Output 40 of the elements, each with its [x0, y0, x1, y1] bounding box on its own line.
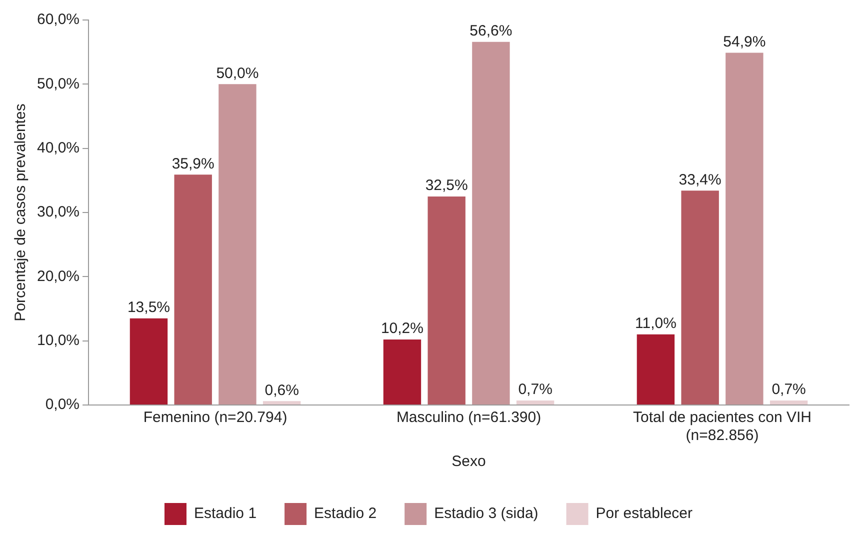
y-tick-label: 30,0% — [36, 204, 80, 221]
data-label: 11,0% — [635, 315, 676, 332]
data-label: 32,5% — [425, 177, 468, 194]
y-tick-label: 50,0% — [36, 75, 80, 92]
bar — [636, 334, 675, 404]
data-label: 33,4% — [678, 171, 722, 188]
bar — [130, 318, 168, 404]
bar — [681, 190, 719, 404]
bar — [174, 174, 212, 404]
bar — [262, 401, 301, 404]
data-label: 13,5% — [127, 299, 170, 316]
legend-label: Por establecer — [596, 505, 693, 522]
data-label: 0,7% — [518, 381, 552, 398]
data-label: 35,9% — [172, 155, 214, 172]
data-label: 0,7% — [772, 381, 806, 398]
legend-label: Estadio 3 (sida) — [434, 505, 538, 522]
y-axis-title: Porcentaje de casos prevalentes — [12, 104, 30, 322]
x-tick-label: Total de pacientes con VIH (n=82.856) — [633, 409, 812, 444]
bar — [726, 52, 764, 404]
data-label: 56,6% — [470, 22, 512, 40]
bar — [516, 400, 554, 404]
y-tick-label: 20,0% — [36, 268, 80, 285]
bar — [472, 42, 510, 404]
y-tick-label: 0,0% — [45, 396, 80, 414]
data-label: 54,9% — [723, 33, 766, 50]
y-tick-label: 60,0% — [36, 11, 80, 28]
x-axis-title: Sexo — [452, 453, 486, 470]
legend-label: Estadio 1 — [194, 505, 257, 522]
data-label: 10,2% — [380, 320, 424, 338]
bar — [428, 196, 466, 404]
y-tick-label: 10,0% — [36, 332, 80, 349]
data-label: 50,0% — [216, 64, 259, 82]
bar — [218, 84, 256, 404]
x-tick-label: Femenino (n=20.794) — [143, 409, 288, 426]
x-tick-label: Masculino (n=61.390) — [396, 409, 542, 426]
data-label: 0,6% — [264, 382, 299, 399]
legend-label: Estadio 2 — [314, 505, 377, 522]
bar — [770, 400, 808, 404]
bar — [383, 340, 422, 404]
y-tick-label: 40,0% — [36, 139, 80, 156]
